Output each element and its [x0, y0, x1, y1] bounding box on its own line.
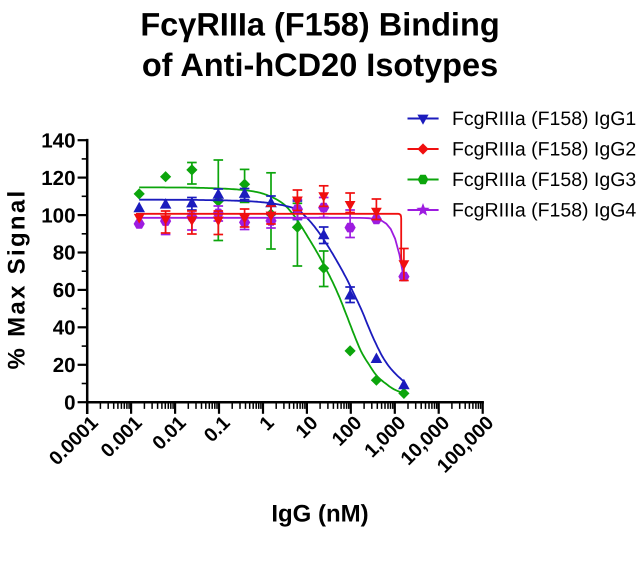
svg-text:40: 40: [53, 317, 76, 340]
svg-text:FcgRIIIa (F158) IgG3: FcgRIIIa (F158) IgG3: [452, 169, 636, 191]
svg-text:FcγRIIIa (F158) Binding: FcγRIIIa (F158) Binding: [140, 7, 499, 43]
svg-text:FcgRIIIa (F158) IgG1: FcgRIIIa (F158) IgG1: [452, 108, 636, 130]
svg-text:100: 100: [41, 204, 75, 227]
svg-text:of Anti-hCD20 Isotypes: of Anti-hCD20 Isotypes: [142, 47, 498, 83]
svg-text:60: 60: [53, 279, 76, 302]
svg-text:IgG (nM): IgG (nM): [271, 500, 368, 527]
svg-text:140: 140: [41, 129, 75, 152]
svg-text:0: 0: [64, 391, 75, 414]
svg-text:80: 80: [53, 242, 76, 265]
svg-text:FcgRIIIa (F158) IgG2: FcgRIIIa (F158) IgG2: [452, 139, 636, 161]
svg-text:FcgRIIIa (F158) IgG4: FcgRIIIa (F158) IgG4: [452, 200, 636, 222]
svg-text:20: 20: [53, 354, 76, 377]
svg-text:120: 120: [41, 167, 75, 190]
svg-text:% Max Signal: % Max Signal: [4, 189, 31, 370]
